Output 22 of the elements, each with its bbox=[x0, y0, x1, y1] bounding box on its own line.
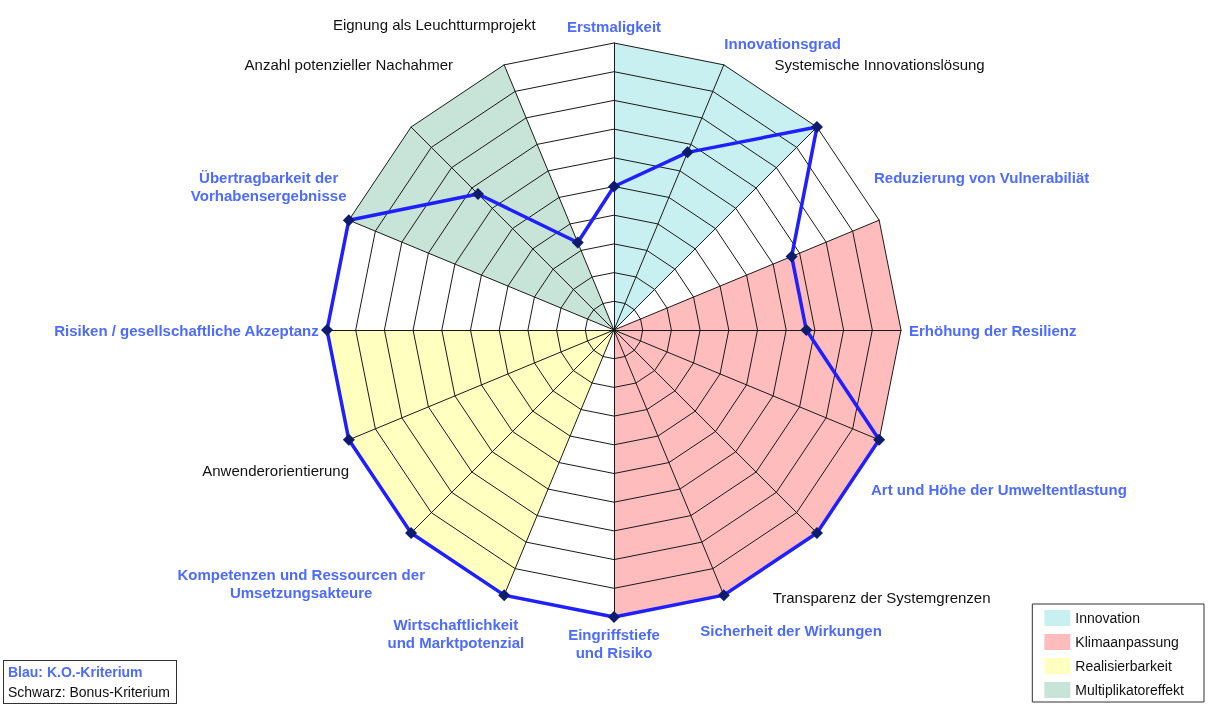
legend-label: Multiplikatoreffekt bbox=[1075, 682, 1185, 698]
text: Schwarz: Bonus-Kriterium bbox=[8, 683, 170, 702]
spoke-label: Erhöhung der Resilienz bbox=[908, 321, 1077, 339]
spoke-label: Innovationsgrad bbox=[724, 35, 842, 53]
spoke-label: Übertragbarkeit der Vorhabensergebnisse bbox=[190, 169, 347, 205]
legend-label: Innovation bbox=[1075, 610, 1140, 626]
spoke-label: Transparenz der Systemgrenzen bbox=[772, 589, 991, 607]
spoke-label: Art und Höhe der Umweltentlastung bbox=[870, 480, 1127, 498]
spoke-label: Eingriffstiefe und Risiko bbox=[568, 625, 660, 661]
spoke-label: Anzahl potenzieller Nachahmer bbox=[244, 56, 454, 74]
spoke-label: Anwenderorientierung bbox=[202, 461, 350, 479]
spoke-label: Wirtschaftlichkeit und Marktpotenzial bbox=[387, 616, 525, 652]
legend-label: Klimaanpassung bbox=[1075, 634, 1179, 650]
spoke-label: Erstmaligkeit bbox=[566, 17, 662, 35]
spoke-label: Sicherheit der Wirkungen bbox=[700, 622, 882, 640]
spoke-label: Reduzierung von Vulnerabiliät bbox=[873, 169, 1090, 187]
legend-label: Realisierbarkeit bbox=[1075, 658, 1172, 674]
spoke-label: Eignung als Leuchtturmprojekt bbox=[332, 16, 537, 34]
spoke-label: Kompetenzen und Ressourcen der Umsetzungsakteure bbox=[177, 565, 426, 601]
text: Blau: K.O.-Kriterium bbox=[8, 663, 144, 682]
spoke-label: Risiken / gesellschaftliche Akzeptanz bbox=[54, 321, 319, 339]
spoke-label: Systemische Innovationslösung bbox=[774, 55, 985, 73]
